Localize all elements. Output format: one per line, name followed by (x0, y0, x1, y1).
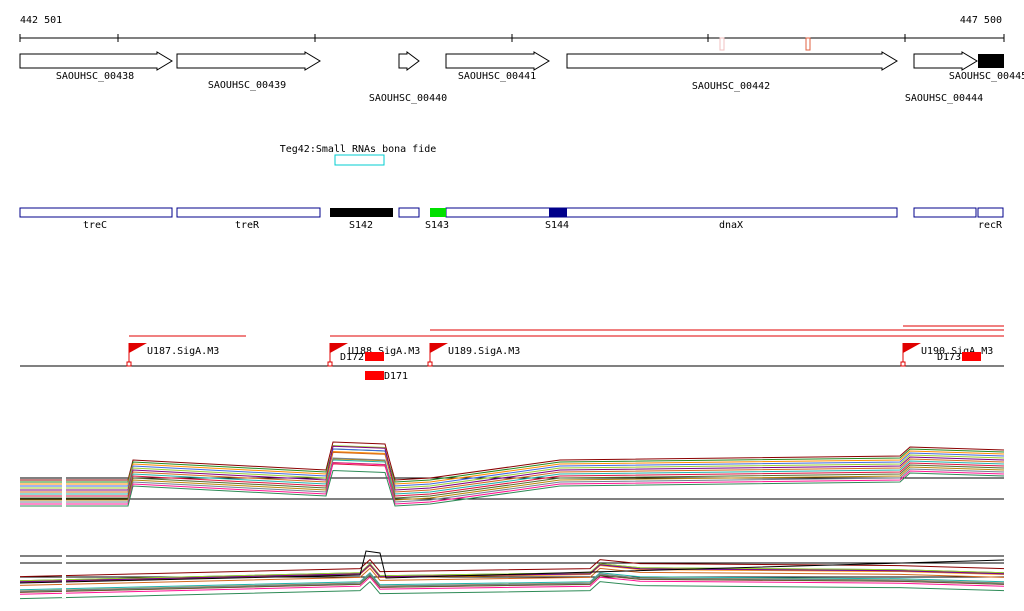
promoter-flag (430, 343, 448, 353)
gene-arrow (398, 51, 420, 71)
feature-box (977, 207, 1004, 218)
gene-box (978, 54, 1004, 68)
gap (62, 470, 66, 510)
terminator (365, 371, 384, 380)
gene-arrow (176, 51, 321, 71)
feature-box (913, 207, 977, 218)
terminator-label: D172 (340, 352, 364, 363)
feature-label: S144 (545, 220, 569, 231)
ruler-ticks (19, 34, 1005, 42)
gene-label: SAOUHSC_00442 (692, 81, 770, 92)
expression-profile (19, 573, 1005, 592)
expression-profile (19, 567, 1005, 586)
gene-arrow (566, 51, 898, 71)
expression-profile (19, 576, 1005, 595)
feature-box (549, 208, 567, 217)
expression-profile (19, 574, 1005, 593)
gene-label: SAOUHSC_00445 (949, 71, 1024, 82)
terminator-label: D173 (937, 352, 961, 363)
ruler-start: 442 501 (20, 15, 62, 26)
promoter-tick (327, 361, 333, 367)
feature-label: S142 (349, 220, 373, 231)
promoter-label: U188.SigA.M3 (348, 346, 420, 357)
gene-label: SAOUHSC_00439 (208, 80, 286, 91)
promoter-label: U190.SigA.M3 (921, 346, 993, 357)
feature-label: treR (235, 220, 260, 231)
gene-label: SAOUHSC_00438 (56, 71, 134, 82)
transcript-lines (129, 325, 1004, 337)
gene-label: SAOUHSC_00444 (905, 93, 983, 104)
expression-profile (19, 550, 1005, 584)
expression-profile (19, 558, 1005, 578)
ruler-end: 447 500 (960, 15, 1002, 26)
expression-tracks (19, 441, 1005, 600)
srna-box (334, 154, 385, 166)
gap (62, 550, 66, 598)
terminator-label: D171 (384, 371, 408, 382)
gene-label: SAOUHSC_00440 (369, 93, 447, 104)
promoter-track: U187.SigA.M3 U188.SigA.M3 U189.SigA.M3 U190… (20, 325, 1004, 382)
expression-profile (19, 563, 1005, 582)
expression-profile (19, 572, 1005, 591)
gene-track: SAOUHSC_00438 SAOUHSC_00439 SAOUHSC_00440 S… (19, 51, 1024, 104)
promoter-tick (126, 361, 132, 367)
terminator (962, 352, 981, 361)
srna-label: Teg42:Small RNAs bona fide (280, 144, 437, 155)
feature-box (430, 208, 446, 217)
gene-arrow (913, 51, 978, 71)
expression-profile (19, 580, 1005, 600)
promoter-tick (427, 361, 433, 367)
terminator (365, 352, 384, 361)
feature-box (19, 207, 173, 218)
feature-label: treC (83, 220, 107, 231)
promoter-tick (900, 361, 906, 367)
feature-box (330, 208, 393, 217)
feature-box (176, 207, 321, 218)
promoter-flag (129, 343, 147, 353)
feature-label: recR (978, 220, 1003, 231)
promoter-label: U189.SigA.M3 (448, 346, 520, 357)
feature-track: dnaX treC treR recR S142 S143 S144 (19, 207, 1004, 231)
feature-box (445, 207, 898, 218)
promoter-flag (330, 343, 348, 353)
promoter-label: U187.SigA.M3 (147, 346, 219, 357)
marker (719, 37, 725, 51)
feature-label: S143 (425, 220, 449, 231)
gene-arrow (19, 51, 173, 71)
ruler: 442 501 447 500 (19, 15, 1005, 51)
feature-label: dnaX (719, 220, 743, 231)
feature-box (398, 207, 420, 218)
gene-arrow (445, 51, 550, 71)
expression-profile (20, 470, 1005, 507)
marker (805, 37, 811, 51)
gene-label: SAOUHSC_00441 (458, 71, 536, 82)
promoter-flag (903, 343, 921, 353)
